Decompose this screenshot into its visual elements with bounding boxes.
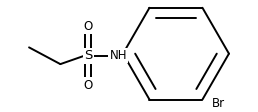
Text: S: S	[84, 49, 92, 62]
Text: O: O	[83, 79, 93, 92]
Text: Br: Br	[212, 97, 225, 110]
Text: NH: NH	[109, 49, 127, 62]
Text: O: O	[83, 20, 93, 33]
